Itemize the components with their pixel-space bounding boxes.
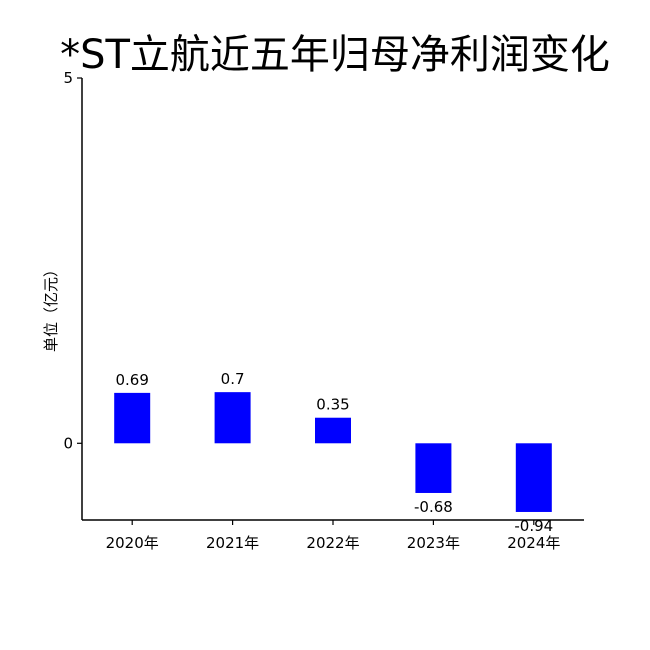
chart-title: *ST立航近五年归母净利润变化 (60, 32, 610, 78)
bar (415, 443, 452, 493)
bar (515, 443, 552, 512)
bar (214, 392, 251, 444)
y-ticks: 05 (63, 69, 82, 452)
x-tick-label: 2021年 (206, 534, 259, 552)
x-tick-label: 2024年 (507, 534, 560, 552)
x-tick-label: 2020年 (106, 534, 159, 552)
x-tick-label: 2022年 (306, 534, 359, 552)
data-label: 0.35 (316, 396, 349, 414)
y-tick-label: 0 (63, 434, 73, 452)
bars (114, 392, 552, 512)
y-axis-label: 单位（亿元） (42, 262, 60, 352)
data-label: 0.69 (115, 371, 148, 389)
x-ticks: 2020年 2021年 2022年 2023年 2024年 (106, 520, 560, 552)
data-labels: 0.69 0.7 0.35 -0.68 -0.94 (115, 370, 553, 535)
bar (315, 417, 351, 444)
x-tick-label: 2023年 (407, 534, 460, 552)
data-label: 0.7 (221, 370, 245, 388)
data-label: -0.68 (414, 498, 453, 516)
data-label: -0.94 (514, 517, 553, 535)
y-tick-label: 5 (63, 69, 73, 87)
bar (114, 392, 151, 444)
